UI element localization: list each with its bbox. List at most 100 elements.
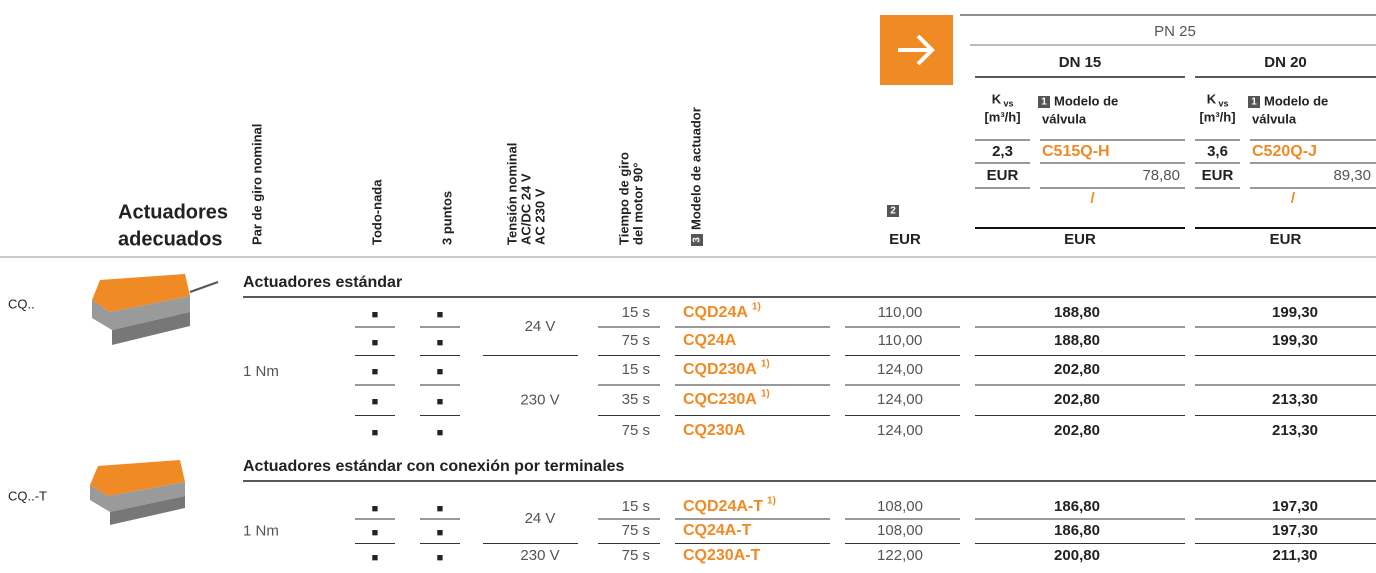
badge <box>1248 96 1260 108</box>
kvs-value: 2,3 <box>992 143 1013 160</box>
actuator-price: 124,00 <box>877 361 923 378</box>
kvs-label: K <box>1207 91 1217 106</box>
column-header: Tiempo de giro <box>616 152 631 245</box>
valve-price: 78,80 <box>1142 167 1180 184</box>
actuator-image <box>92 274 219 345</box>
price-dn15: 186,80 <box>1054 498 1100 515</box>
total-unit: EUR <box>1064 231 1096 248</box>
kvs-unit: [m³/h] <box>1199 109 1235 124</box>
currency: EUR <box>987 167 1019 184</box>
actuator-model: CQD24A-T <box>683 498 763 515</box>
voltage: 24 V <box>525 318 556 335</box>
actuator-model: CQ230A-T <box>683 547 761 564</box>
model-label: válvula <box>1252 111 1297 126</box>
three-point: ■ <box>437 337 444 349</box>
total-unit: EUR <box>1270 231 1302 248</box>
run-time: 75 s <box>622 332 650 349</box>
price-dn20: 211,30 <box>1272 547 1317 564</box>
on-off: ■ <box>372 337 379 349</box>
group-title: Actuadores estándar con conexión por ter… <box>243 458 625 475</box>
price-dn15: 202,80 <box>1054 391 1100 408</box>
on-off: ■ <box>372 366 379 378</box>
column-header: AC/DC 24 V <box>518 173 533 245</box>
adapter: / <box>1090 190 1095 207</box>
column-header: Par de giro nominal <box>249 124 264 245</box>
actuator-price: 108,00 <box>877 498 923 515</box>
three-point: ■ <box>437 366 444 378</box>
column-header: Todo-nada <box>369 179 384 245</box>
actuator-code: CQ.. <box>8 296 35 311</box>
run-time: 75 s <box>622 522 650 539</box>
three-point: ■ <box>437 396 444 408</box>
badge-number: 2 <box>890 206 896 217</box>
run-time: 35 s <box>622 391 650 408</box>
actuator-model: CQC230A <box>683 391 757 408</box>
footnote: 1) <box>761 389 770 400</box>
column-header: Tensión nominal <box>504 143 519 245</box>
model-label: Modelo de <box>1054 93 1118 108</box>
on-off: ■ <box>372 527 379 539</box>
actuator-price: 124,00 <box>877 391 923 408</box>
on-off: ■ <box>372 396 379 408</box>
group-title: Actuadores estándar <box>243 274 402 291</box>
run-time: 75 s <box>622 422 650 439</box>
price-dn15: 202,80 <box>1054 361 1100 378</box>
on-off: ■ <box>372 309 379 321</box>
price-dn15: 188,80 <box>1054 332 1100 349</box>
actuator-price: 124,00 <box>877 422 923 439</box>
column-header: 3 puntos <box>439 191 454 245</box>
badge-number: 1 <box>1041 97 1047 108</box>
section-title: Actuadores <box>118 201 228 223</box>
column-header: Modelo de actuador <box>688 107 703 230</box>
actuator-price: 108,00 <box>877 522 923 539</box>
three-point: ■ <box>437 527 444 539</box>
actuator-price: 110,00 <box>878 304 923 321</box>
price-dn20: 199,30 <box>1272 304 1318 321</box>
price-dn20: 213,30 <box>1272 422 1318 439</box>
section-title: adecuados <box>118 228 222 250</box>
voltage: 230 V <box>520 391 559 408</box>
valve-model: C515Q-H <box>1042 143 1110 160</box>
run-time: 15 s <box>622 498 650 515</box>
on-off: ■ <box>372 552 379 564</box>
valve-price: 89,30 <box>1333 167 1371 184</box>
torque: 1 Nm <box>243 522 279 539</box>
torque: 1 Nm <box>243 363 279 380</box>
price-dn15: 202,80 <box>1054 422 1100 439</box>
badge <box>1038 96 1050 108</box>
three-point: ■ <box>437 309 444 321</box>
price-dn15: 186,80 <box>1054 522 1100 539</box>
footnote: 1) <box>761 359 770 370</box>
three-point: ■ <box>437 427 444 439</box>
model-label: Modelo de <box>1264 93 1328 108</box>
model-label: válvula <box>1042 111 1087 126</box>
badge-number: 3 <box>692 237 703 243</box>
price-dn20: 197,30 <box>1272 498 1318 515</box>
kvs-label: K <box>992 91 1002 106</box>
price-dn20: 197,30 <box>1272 522 1318 539</box>
voltage: 230 V <box>520 547 559 564</box>
voltage: 24 V <box>525 510 556 527</box>
on-off: ■ <box>372 427 379 439</box>
arrow-icon <box>898 34 935 66</box>
actuator-model: CQ24A <box>683 332 737 349</box>
badge <box>887 205 899 217</box>
actuator-model: CQ230A <box>683 422 746 439</box>
price-dn20: 213,30 <box>1272 391 1318 408</box>
actuator-model: CQD24A <box>683 304 748 321</box>
badge-number: 1 <box>1251 97 1257 108</box>
actuator-model: CQD230A <box>683 361 757 378</box>
column-header: del motor 90° <box>630 163 645 246</box>
column-header: AC 230 V <box>532 188 547 245</box>
currency: EUR <box>1202 167 1234 184</box>
dn: DN 20 <box>1264 54 1307 71</box>
three-point: ■ <box>437 503 444 515</box>
run-time: 75 s <box>622 547 650 564</box>
badge <box>691 234 703 246</box>
three-point: ■ <box>437 552 444 564</box>
run-time: 15 s <box>622 361 650 378</box>
kvs-sub: vs <box>1003 98 1013 108</box>
on-off: ■ <box>372 503 379 515</box>
column-header: EUR <box>889 231 921 248</box>
kvs-value: 3,6 <box>1207 143 1228 160</box>
